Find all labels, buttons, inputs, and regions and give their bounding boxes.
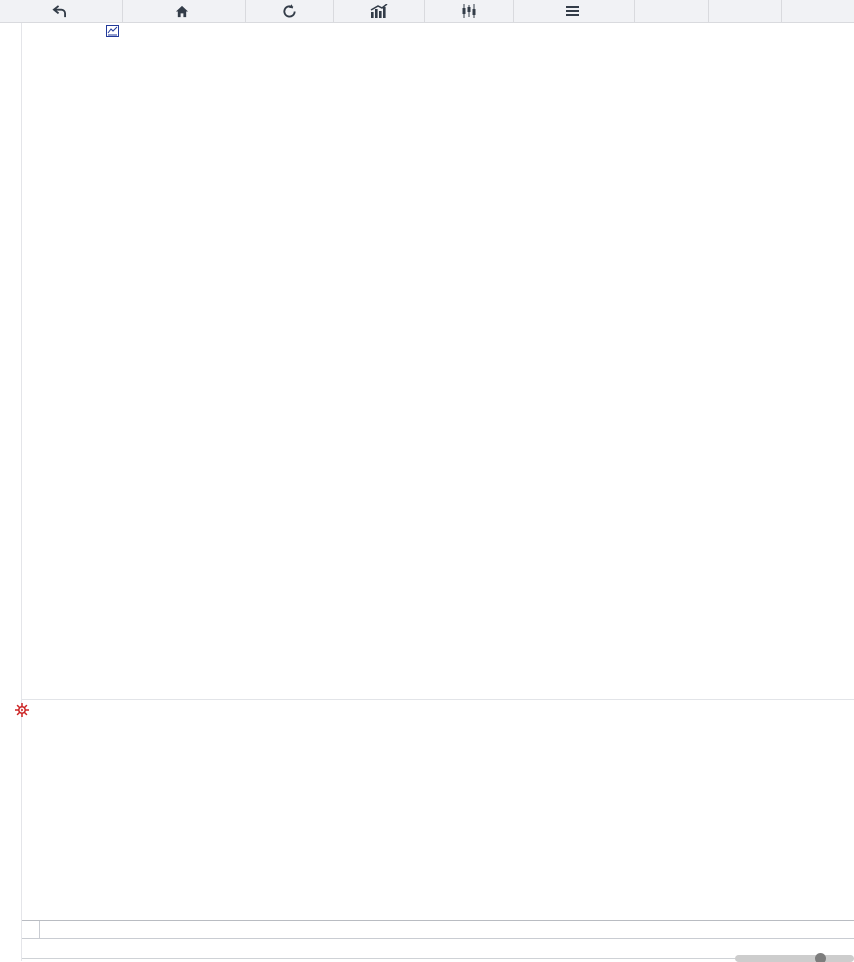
back-button[interactable] [0, 0, 124, 22]
mini-chart-icon[interactable] [106, 24, 119, 40]
horizontal-scrollbar[interactable] [735, 955, 854, 962]
back-arrow-icon [52, 4, 67, 18]
scrollbar-thumb[interactable] [815, 953, 826, 962]
macd-chart-canvas[interactable] [85, 712, 854, 918]
menu-icon [565, 6, 579, 16]
candlestick-icon [461, 4, 477, 18]
x-axis-row [0, 920, 854, 938]
refresh-icon [282, 3, 297, 19]
formula-button[interactable] [635, 0, 709, 22]
macd-header-line [88, 702, 114, 717]
bar-chart-view-button[interactable] [334, 0, 425, 22]
price-chart-canvas[interactable] [85, 30, 854, 680]
bar-chart-icon [370, 4, 388, 18]
chart-title-line [88, 24, 159, 40]
bottom-indicator-bar [0, 938, 854, 959]
home-button[interactable] [123, 0, 246, 22]
indicator-settings-gear-icon[interactable] [14, 702, 30, 723]
more-button[interactable] [514, 0, 636, 22]
home-icon [175, 5, 189, 18]
refresh-button[interactable] [246, 0, 334, 22]
zoom-in-button[interactable] [782, 0, 854, 22]
top-toolbar [0, 0, 854, 23]
panel-divider [0, 699, 854, 700]
zoom-out-button[interactable] [709, 0, 782, 22]
left-sidebar [0, 23, 22, 961]
candlestick-view-button[interactable] [425, 0, 515, 22]
